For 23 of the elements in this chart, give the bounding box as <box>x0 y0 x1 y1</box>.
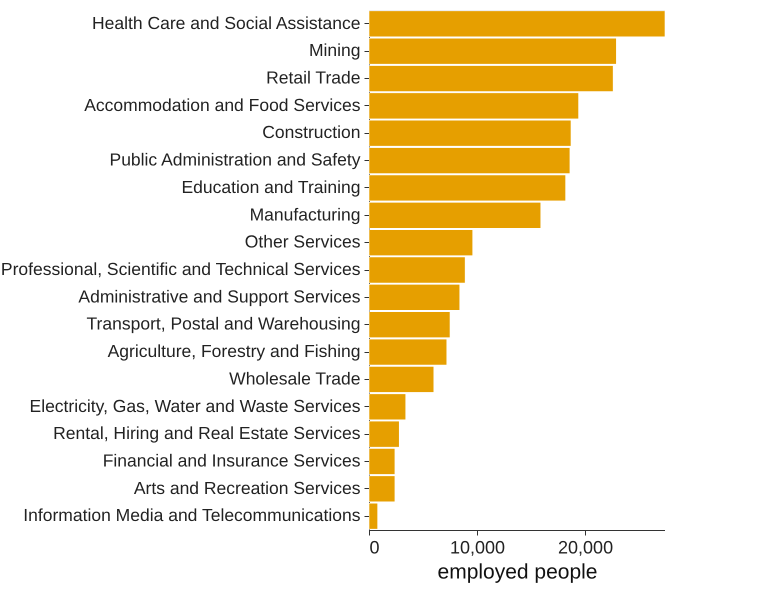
y-tick-label: Rental, Hiring and Real Estate Services <box>53 423 361 444</box>
y-tick-label: Construction <box>262 122 360 142</box>
y-tick-label: Information Media and Telecommunications <box>23 505 361 526</box>
y-tick-label: Public Administration and Safety <box>110 150 361 170</box>
y-tick-label: Retail Trade <box>266 68 360 88</box>
x-tick-label: 20,000 <box>558 538 614 558</box>
y-tick-label: Electricity, Gas, Water and Waste Services <box>30 396 361 416</box>
x-tick-label: 0 <box>370 538 380 558</box>
y-tick-label: Accommodation and Food Services <box>84 94 361 115</box>
y-tick-label: Financial and Insurance Services <box>102 450 361 470</box>
y-tick-label: Other Services <box>244 232 361 252</box>
x-tick-label: 10,000 <box>450 538 506 558</box>
y-tick-label: Administrative and Support Services <box>78 286 361 306</box>
y-tick-label: Arts and Recreation Services <box>134 478 361 498</box>
y-tick-label: Health Care and Social Assistance <box>92 12 360 33</box>
y-tick-label: Mining <box>308 40 360 60</box>
y-tick-label: Manufacturing <box>250 204 360 224</box>
y-tick-label: Education and Training <box>181 176 360 197</box>
y-tick-label: Transport, Postal and Warehousing <box>86 314 360 334</box>
y-tick-label: Agriculture, Forestry and Fishing <box>108 341 360 362</box>
y-tick-label: Wholesale Trade <box>229 368 360 388</box>
y-tick-label: Professional, Scientific and Technical Services <box>0 259 361 279</box>
x-axis-title: employed people <box>438 560 598 584</box>
